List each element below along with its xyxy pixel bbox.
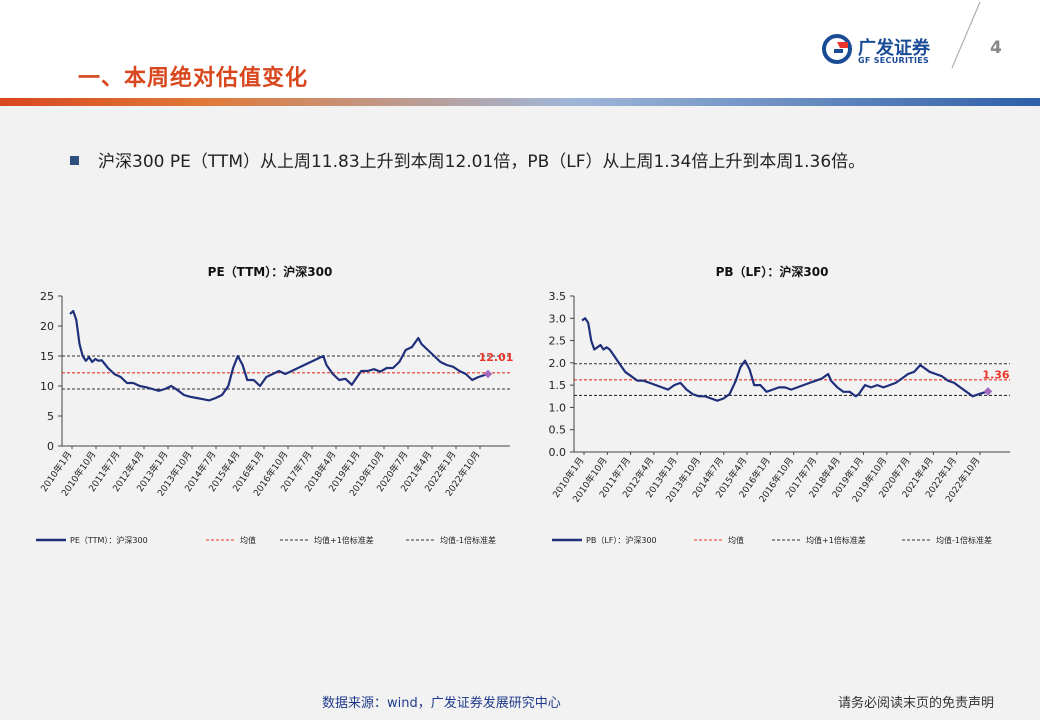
header-divider-slash — [951, 1, 981, 69]
legend-label: PE（TTM）：沪深300 — [70, 535, 148, 545]
header-color-band — [0, 98, 1040, 106]
content-area — [0, 106, 1040, 720]
pb-chart: PB（LF）：沪深300 0.0 0.5 1.0 1.5 2.0 2.5 3.0 3.5 2010… — [522, 258, 1022, 558]
disclaimer-link[interactable]: 请务必阅读末页的免责声明 — [838, 696, 995, 711]
legend-label: 均值 — [728, 535, 744, 545]
section-title: 一、本周绝对估值变化 — [78, 66, 309, 91]
end-point-marker — [483, 369, 493, 379]
logo-english-name: GF SECURITIES — [858, 56, 930, 65]
y-tick-label: 2.5 — [549, 335, 567, 348]
pe-chart: PE（TTM）：沪深300 0 5 10 15 20 25 2010年1月 2010年10月 20… — [20, 258, 520, 558]
legend-label: 均值-1倍标准差 — [936, 535, 992, 545]
series-line — [69, 309, 489, 402]
y-tick-label: 3.0 — [549, 312, 567, 325]
y-tick-label: 5 — [47, 410, 54, 423]
legend-label: PB（LF）：沪深300 — [586, 535, 657, 545]
y-tick-label: 1.0 — [549, 401, 567, 414]
pb-chart-svg: PB（LF）：沪深3000.00.51.01.52.02.53.03.52010… — [549, 264, 1010, 545]
legend-label: 均值+1倍标准差 — [806, 535, 866, 545]
end-point-marker — [983, 387, 993, 396]
bullet-marker — [70, 156, 79, 165]
chart-title: PE（TTM）：沪深300 — [208, 264, 333, 279]
logo-chinese-name: 广发证券 — [858, 38, 930, 59]
header — [0, 0, 1040, 100]
y-tick-label: 0 — [47, 440, 54, 453]
y-tick-label: 2.0 — [549, 357, 567, 370]
gf-logo-icon — [822, 34, 852, 64]
y-tick-label: 20 — [40, 320, 54, 333]
legend-label: 均值+1倍标准差 — [314, 535, 374, 545]
legend-label: 均值 — [240, 535, 256, 545]
y-tick-label: 10 — [40, 380, 54, 393]
y-tick-label: 3.5 — [549, 290, 567, 303]
end-value-label: 1.36 — [982, 368, 1009, 381]
end-value-label: 12.01 — [479, 351, 514, 364]
y-tick-label: 1.5 — [549, 379, 567, 392]
gf-securities-logo: 广发证券 GF SECURITIES — [822, 32, 942, 72]
bullet-text: 沪深300 PE（TTM）从上周11.83上升到本周12.01倍，PB（LF）从… — [98, 152, 866, 172]
pe-chart-svg: PE（TTM）：沪深30005101520252010年1月2010年10月20… — [36, 264, 514, 545]
data-source: 数据来源：wind，广发证券发展研究中心 — [322, 696, 561, 711]
page-number: 4 — [990, 38, 1002, 58]
y-tick-label: 25 — [40, 290, 54, 303]
chart-title: PB（LF）：沪深300 — [716, 264, 829, 279]
y-tick-label: 0.0 — [549, 446, 567, 459]
legend-label: 均值-1倍标准差 — [440, 535, 496, 545]
y-tick-label: 15 — [40, 350, 54, 363]
series-line — [581, 317, 989, 402]
y-tick-label: 0.5 — [549, 424, 567, 437]
